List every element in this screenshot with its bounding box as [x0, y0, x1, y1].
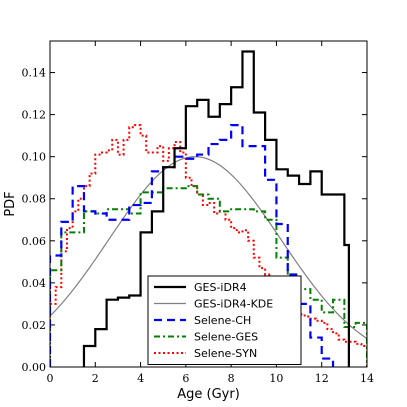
- legend-label-1: GES-iDR4-KDE: [194, 298, 273, 311]
- series-line-1: [50, 156, 367, 340]
- y-tick-label: 0.04: [22, 277, 47, 290]
- series-line-0: [82, 50, 350, 367]
- x-tick-label: 14: [360, 372, 374, 385]
- y-tick-label: 0.12: [22, 109, 47, 122]
- x-tick-label: 0: [47, 372, 54, 385]
- y-axis-label: PDF: [3, 191, 18, 216]
- legend: GES-iDR4 GES-iDR4-KDE Selene-CH Selene-GES S…: [147, 275, 302, 365]
- legend-label-2: Selene-CH: [194, 314, 251, 327]
- x-tick-label: 6: [182, 372, 189, 385]
- y-tick-label: 0.10: [22, 151, 47, 164]
- x-tick-label: 4: [137, 372, 144, 385]
- series-layer: [50, 50, 367, 367]
- legend-label-4: Selene-SYN: [194, 347, 257, 360]
- x-tick-label: 8: [228, 372, 235, 385]
- legend-label-0: GES-iDR4: [194, 281, 247, 294]
- y-tick-label: 0.00: [22, 361, 47, 374]
- legend-label-3: Selene-GES: [194, 331, 258, 344]
- y-tick-label: 0.14: [22, 67, 47, 80]
- axis-tick-labels: 0 2 4 6 8 10 12 14 0.00 0.02 0.04 0.06 0.08 0.10 0.12 0…: [22, 67, 375, 385]
- y-tick-label: 0.08: [22, 193, 47, 206]
- y-tick-label: 0.02: [22, 319, 47, 332]
- x-axis-label: Age (Gyr): [177, 387, 240, 402]
- x-tick-label: 10: [269, 372, 283, 385]
- x-tick-label: 2: [92, 372, 99, 385]
- plot-frame: [49, 40, 368, 368]
- y-tick-label: 0.06: [22, 235, 47, 248]
- x-tick-label: 12: [315, 372, 329, 385]
- series-line-2: [50, 124, 335, 367]
